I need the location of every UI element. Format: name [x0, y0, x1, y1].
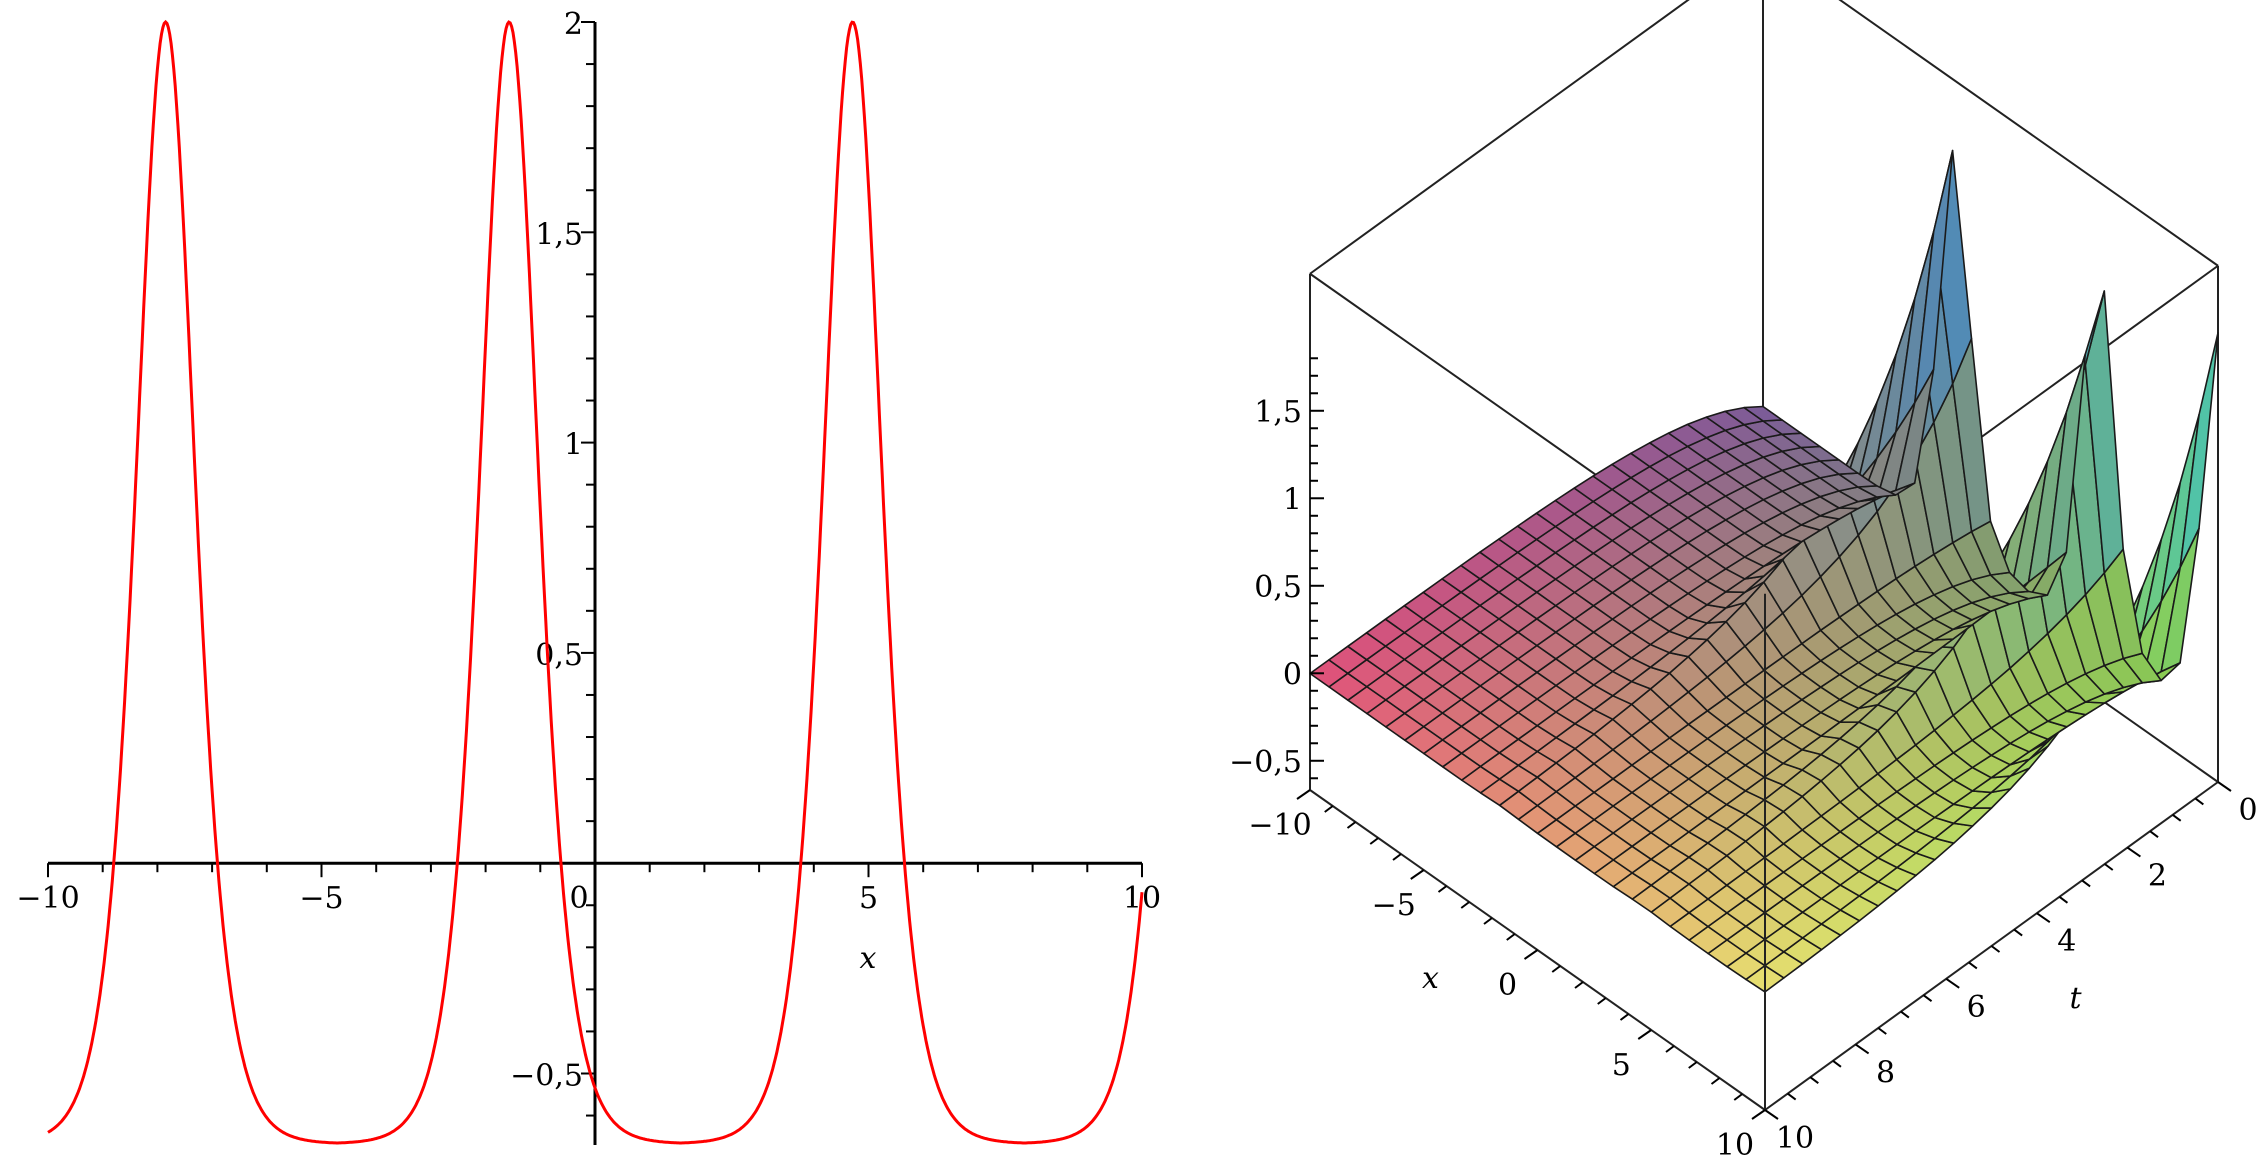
t-tick-mark [2104, 863, 2114, 871]
x-tick-label-3d: 5 [1612, 1048, 1631, 1083]
t-tick-mark [1809, 1076, 1819, 1084]
x-tick-mark-3d [1483, 917, 1493, 925]
x-tick-mark-3d [1688, 1061, 1698, 1069]
z-tick-label: 0,5 [1254, 570, 1302, 605]
t-tick-mark [1922, 994, 1933, 1003]
t-tick-mark [1832, 1060, 1842, 1068]
t-tick-mark [1900, 1010, 1910, 1019]
x-tick-label: 0 [569, 881, 588, 916]
x-axis-label: x [860, 941, 877, 976]
x-tick-label-3d: 0 [1498, 968, 1517, 1003]
t-tick-mark [2149, 830, 2159, 839]
x-tick-mark-3d [1460, 901, 1470, 909]
y-tick-label: 1 [564, 428, 583, 463]
y-tick-label: 0,5 [535, 638, 583, 673]
x-tick-mark-3d [1392, 853, 1402, 861]
t-tick-mark [2217, 781, 2232, 792]
t-tick-label: 0 [2238, 793, 2257, 828]
x-tick-label-3d: −10 [1248, 808, 1311, 843]
surface-mesh [1309, 149, 2219, 993]
t-tick-mark [1945, 977, 1960, 989]
z-tick-label: 1 [1283, 482, 1302, 517]
z-axis-ticks: −0,5 0 0,5 1 1,5 [1229, 357, 1324, 780]
x-tick-mark-3d [1619, 1013, 1630, 1021]
x-tick-mark-3d [1665, 1045, 1675, 1053]
x-tick-mark-3d [1506, 933, 1516, 941]
y-tick-label: 1,5 [535, 217, 583, 252]
x-tick-label-3d: 10 [1716, 1128, 1754, 1163]
box-edge [1838, 0, 2219, 267]
x-tick-mark-3d [1551, 965, 1561, 973]
y-tick-label: 2 [564, 7, 583, 42]
t-tick-mark [1855, 1043, 1870, 1055]
x-tick-label-3d: −5 [1372, 888, 1416, 923]
t-tick-mark [2036, 912, 2051, 924]
x-tick-mark-3d [1710, 1077, 1721, 1085]
t-tick-mark [2013, 928, 2023, 937]
line-chart: −10 −5 0 5 10 −0,50,511,52 x [16, 7, 1161, 1145]
t-tick-mark [2172, 813, 2182, 822]
t-tick-mark [1990, 945, 2001, 953]
t-axis-ticks: 0 2 4 6 8 10 [1764, 781, 2258, 1156]
x-tick-mark-3d [1410, 869, 1425, 880]
surface-plot: −0,5 0 0,5 1 1,5 −10 −5 0 5 10 0 2 4 6 8 10 x t [1229, 0, 2258, 1163]
x-tick-label: 5 [859, 881, 878, 916]
x-tick-mark-3d [1437, 885, 1448, 893]
x-tick-mark-3d [1733, 1093, 1743, 1101]
z-tick-label: 0 [1283, 657, 1302, 692]
x-tick-mark-3d [1296, 789, 1311, 800]
t-tick-mark [1877, 1027, 1887, 1035]
x-tick-mark-3d [1597, 997, 1607, 1005]
x-tick-mark-3d [1324, 805, 1334, 813]
y-axis-ticks: −0,5 0,5 1 1,5 2 [510, 7, 595, 1117]
t-tick-mark [2194, 797, 2204, 806]
t-tick-mark [1968, 961, 1978, 970]
x-axis-ticks: −10 −5 0 5 10 [16, 863, 1161, 916]
surface-cell [1743, 405, 1783, 422]
z-tick-label: −0,5 [1229, 745, 1302, 780]
t-tick-label: 6 [1967, 990, 1986, 1025]
t-tick-mark [2058, 895, 2069, 904]
x-axis-label-3d: x [1422, 961, 1439, 996]
z-tick-label: 1,5 [1254, 395, 1302, 430]
t-tick-label: 4 [2057, 924, 2076, 959]
series-line [47, 19, 1144, 1145]
t-tick-mark [1764, 1109, 1779, 1120]
x-tick-mark-3d [1574, 981, 1584, 989]
t-tick-mark [1787, 1092, 1797, 1101]
box-edge [1309, 0, 1690, 275]
t-axis-label: t [2070, 981, 2083, 1016]
x-tick-label: −5 [299, 881, 343, 916]
t-tick-label: 10 [1776, 1121, 1814, 1156]
x-axis-ticks-3d: −10 −5 0 5 10 [1248, 789, 1766, 1163]
t-tick-label: 2 [2148, 859, 2167, 894]
t-tick-mark [2126, 846, 2141, 858]
x-tick-label: −10 [16, 881, 79, 916]
x-tick-mark-3d [1637, 1029, 1652, 1040]
x-tick-mark-3d [1346, 821, 1357, 829]
t-tick-label: 8 [1876, 1055, 1895, 1090]
x-tick-mark-3d [1751, 1109, 1766, 1120]
t-tick-mark [2081, 879, 2091, 888]
x-tick-mark-3d [1369, 837, 1379, 845]
x-tick-mark-3d [1523, 949, 1539, 960]
y-tick-label: −0,5 [510, 1058, 583, 1093]
